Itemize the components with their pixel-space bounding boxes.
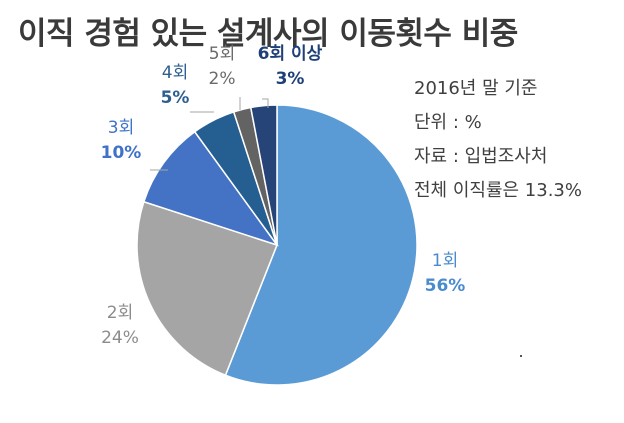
note-source: 자료 : 입법조사처	[414, 146, 548, 167]
pie-slice-6	[249, 104, 278, 246]
note-unit: 단위 : %	[414, 112, 482, 133]
stray-dot	[520, 355, 522, 357]
slice-value-label-2: 24%	[101, 328, 139, 348]
note-base-date: 2016년 말 기준	[414, 78, 538, 99]
note-total-rate: 전체 이직률은 13.3%	[414, 180, 582, 201]
pie-slice-1	[224, 104, 418, 386]
slice-value-label-6: 3%	[276, 69, 305, 89]
leader-line-6	[262, 98, 269, 108]
slice-value-label-4: 5%	[161, 88, 190, 108]
slice-category-label-6: 6회 이상	[258, 44, 323, 64]
slice-value-label-5: 2%	[209, 69, 236, 89]
pie-slice-2	[136, 200, 278, 377]
slice-value-label-1: 56%	[425, 276, 466, 296]
slice-value-label-3: 10%	[101, 143, 142, 163]
slice-category-label-2: 2회	[107, 303, 133, 323]
slice-category-label-4: 4회	[162, 63, 188, 83]
pie-slice-3	[142, 130, 279, 247]
slice-category-label-1: 1회	[432, 251, 458, 271]
chart-notes: 2016년 말 기준 단위 : % 자료 : 입법조사처 전체 이직률은 13.…	[414, 72, 582, 208]
slice-category-label-3: 3회	[108, 118, 134, 138]
chart-title: 이직 경험 있는 설계사의 이동횟수 비중	[18, 16, 518, 52]
slice-category-label-5: 5회	[209, 44, 235, 64]
